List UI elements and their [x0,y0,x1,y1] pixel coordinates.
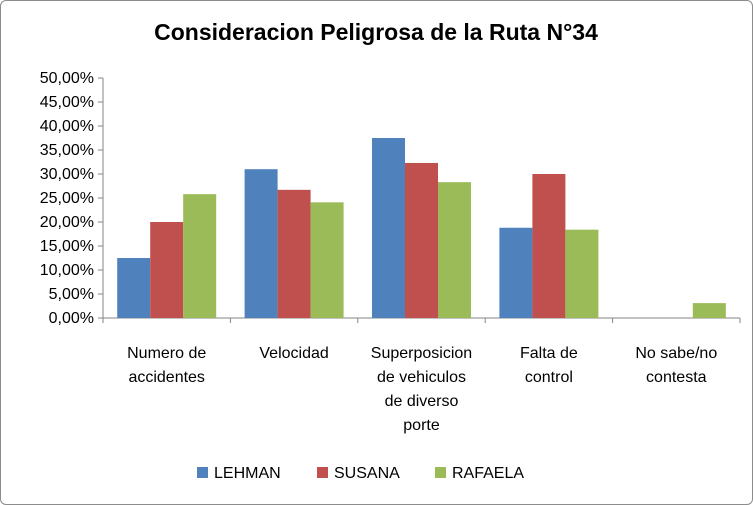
legend-swatch-lehman [197,467,208,478]
category-label: Superposicion de vehiculos de diverso porte [371,345,472,434]
bar-susana [405,162,438,318]
bar-susana [150,222,184,318]
y-tick-label: 30,00% [40,166,94,183]
category-label-line: Numero de [127,345,206,362]
bar-susana [277,189,311,318]
bar-lehman [372,138,405,318]
category-label-line: de diverso [385,393,459,410]
y-tick-label: 20,00% [40,214,94,231]
category-label: Numero de accidentes [127,345,206,386]
bar-lehman [499,227,533,318]
legend-label-rafaela: RAFAELA [452,465,524,482]
bar-rafaela [438,182,471,318]
category-label-line: No sabe/no [635,345,717,362]
bar-rafaela [310,202,344,318]
category-label: No sabe/no contesta [635,345,717,386]
chart-legend: LEHMAN SUSANA RAFAELA [197,465,524,482]
bar-rafaela [183,194,217,318]
chart-bars [117,138,726,318]
category-label-line: de vehiculos [377,369,466,386]
y-tick-label: 50,00% [40,70,94,87]
legend-swatch-susana [317,467,328,478]
category-label-line: control [525,369,573,386]
legend-label-susana: SUSANA [334,465,400,482]
category-labels: Numero de accidentes Velocidad Superposicio… [127,345,717,434]
bar-rafaela [565,229,599,318]
y-tick-label: 0,00% [49,310,94,327]
chart-title: Consideracion Peligrosa de la Ruta N°34 [154,19,598,45]
y-tick-label: 25,00% [40,190,94,207]
y-tick-label: 10,00% [40,262,94,279]
bar-lehman [244,169,278,318]
bar-lehman [117,258,151,318]
category-label: Velocidad [259,345,328,362]
y-tick-label: 45,00% [40,94,94,111]
category-label: Falta de control [520,345,578,386]
bar-susana [532,174,566,318]
legend-label-lehman: LEHMAN [214,465,281,482]
category-label-line: accidentes [128,369,205,386]
category-label-line: contesta [646,369,707,386]
category-label-line: Superposicion [371,345,472,362]
y-tick-label: 5,00% [49,286,94,303]
category-label-line: porte [403,417,440,434]
legend-swatch-rafaela [435,467,446,478]
y-tick-label: 15,00% [40,238,94,255]
y-tick-label: 35,00% [40,142,94,159]
bar-rafaela [692,303,726,318]
chart-axes: 0,00% 5,00% 10,00% 15,00% 20,00% 25,00% 30,00%… [40,70,741,327]
y-tick-label: 40,00% [40,118,94,135]
category-label-line: Velocidad [259,345,328,362]
category-label-line: Falta de [520,345,578,362]
